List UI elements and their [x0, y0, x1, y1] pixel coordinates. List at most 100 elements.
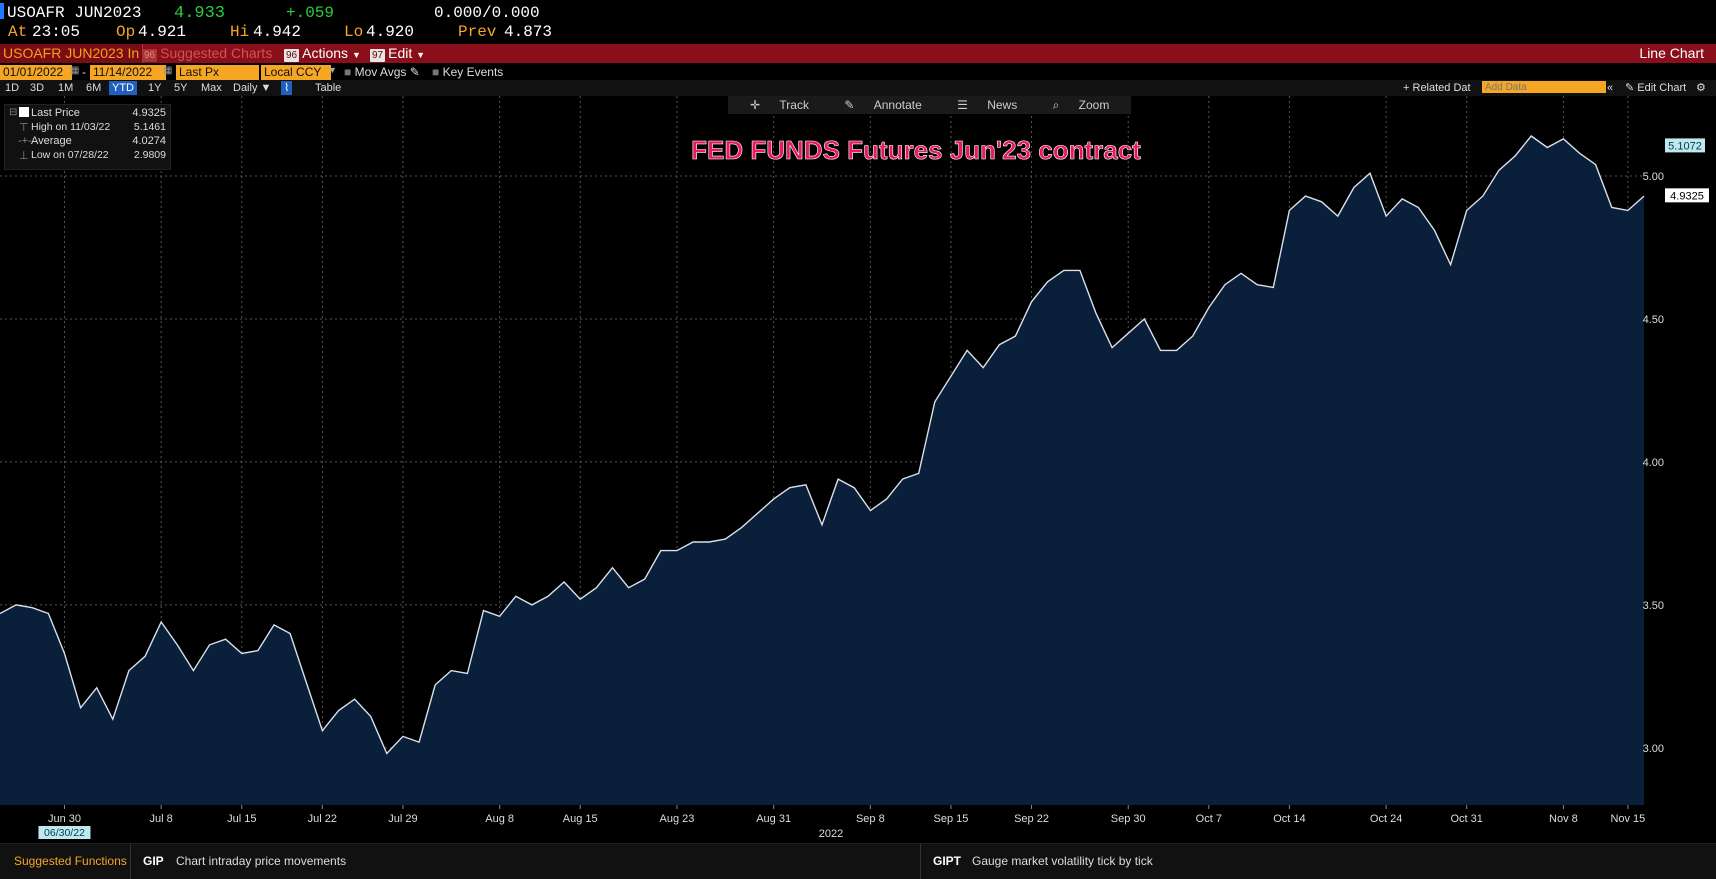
bid-ask: 0.000/0.000 [434, 4, 540, 22]
low-label: Lo [344, 23, 364, 41]
function-gip[interactable]: GIP [143, 854, 164, 868]
chart-legend: ⊟ Last Price 4.9325 ⊤ High on 11/03/22 5… [4, 104, 171, 170]
range-max[interactable]: Max [201, 82, 222, 94]
x-tick-label: Sep 30 [1111, 813, 1146, 825]
pencil-icon: ✎ [1625, 82, 1635, 94]
table-button[interactable]: Table [315, 82, 342, 94]
x-tick-label: Aug 31 [756, 813, 791, 825]
high-marker-icon: ⊤ [19, 122, 29, 134]
chevron-down-icon: ▼ [260, 82, 272, 94]
y-tick-label: 3.50 [1643, 600, 1664, 612]
x-tick-label: Jul 29 [388, 813, 417, 825]
y-tick-label: 4.00 [1643, 457, 1664, 469]
chevron-down-icon[interactable]: ▼ [328, 65, 337, 75]
gear-icon[interactable]: ⚙ [1696, 82, 1706, 94]
checkbox-icon: ■ [344, 65, 352, 79]
price-area [0, 136, 1644, 805]
last-value-tag [1665, 188, 1709, 203]
x-tick-label: Aug 15 [563, 813, 598, 825]
x-tick-label: Oct 31 [1451, 813, 1483, 825]
range-1m[interactable]: 1M [58, 82, 74, 94]
y-tick-label: 5.00 [1643, 171, 1664, 183]
collapse-icon[interactable]: « [1607, 82, 1614, 94]
field-select[interactable]: Last Px [176, 65, 259, 80]
edit-button[interactable]: 97 Edit ▼ [366, 45, 429, 62]
focus-marker [0, 3, 4, 19]
high-value: 5.1461 [133, 121, 166, 133]
pencil-icon: ✎ [409, 65, 420, 79]
news-icon: ☰ [957, 98, 968, 112]
add-data-input[interactable] [1482, 81, 1606, 93]
range-5y[interactable]: 5Y [174, 82, 188, 94]
suggested-charts-button[interactable]: 96 Suggested Charts [138, 45, 276, 62]
low-label: Low on 07/28/22 [31, 149, 109, 161]
chart-controls: 01/01/2022 ▦ - 11/14/2022 ▦ Last Px Loca… [0, 64, 1716, 81]
last-price: 4.933 [174, 4, 226, 23]
calendar-icon[interactable]: ▦ [163, 65, 173, 76]
x-tick-label: Aug 8 [485, 813, 514, 825]
range-6m[interactable]: 6M [86, 82, 102, 94]
y-tick-label: 4.50 [1643, 314, 1664, 326]
related-data-label: Related Dat [1412, 82, 1471, 94]
zoom-button[interactable]: ⌕ Zoom [1045, 98, 1118, 112]
x-tick-label: Jul 8 [150, 813, 173, 825]
edit-chart-label: Edit Chart [1637, 82, 1687, 94]
edit-chart-button[interactable]: ✎ Edit Chart [1622, 81, 1689, 95]
annotate-button[interactable]: ✎ Annotate [836, 98, 929, 112]
low-marker-icon: ⊥ [19, 150, 29, 162]
function-gipt[interactable]: GIPT [933, 854, 962, 868]
prev-value: 4.873 [504, 23, 553, 41]
x-tick-label: Jul 22 [308, 813, 337, 825]
range-1d[interactable]: 1D [5, 82, 20, 94]
crosshair-icon: ✛ [750, 98, 761, 112]
net-change: +.059 [286, 4, 335, 22]
related-data-button[interactable]: + Related Dat [1400, 81, 1474, 95]
at-time: 23:05 [32, 23, 81, 41]
actions-number: 96 [284, 49, 300, 62]
actions-button[interactable]: 96 Actions ▼ [280, 45, 365, 62]
function-gipt-desc[interactable]: Gauge market volatility tick by tick [972, 854, 1153, 868]
currency-select[interactable]: Local CCY [261, 65, 331, 80]
chevron-down-icon: ▼ [416, 50, 426, 60]
key-events-label: Key Events [442, 65, 504, 79]
x-axis: Jun 30 Jul 8 Jul 15 Jul 22 Jul 29 Aug 8 Aug 15… [38, 805, 1645, 840]
last-value-tag-label: 4.9325 [1670, 190, 1704, 202]
track-button[interactable]: ✛ Track [742, 98, 817, 112]
function-gip-desc[interactable]: Chart intraday price movements [176, 854, 347, 868]
annotate-label: Annotate [873, 98, 922, 112]
open-label: Op [116, 23, 136, 41]
collapse-box-icon[interactable]: ⊟ [9, 107, 18, 118]
security-input[interactable]: USOAFR JUN2023 In [0, 44, 144, 63]
calendar-icon[interactable]: ▦ [70, 65, 80, 76]
track-label: Track [779, 98, 809, 112]
range-3d[interactable]: 3D [30, 82, 45, 94]
range-1y[interactable]: 1Y [148, 82, 162, 94]
suggested-charts-number: 96 [142, 49, 158, 62]
high-value-tag [1665, 138, 1705, 153]
x-tick-label: Oct 7 [1196, 813, 1222, 825]
pencil-icon: ✎ [844, 98, 855, 112]
x-tick-label: Jul 15 [227, 813, 256, 825]
low-value: 4.920 [366, 23, 415, 41]
key-events-checkbox[interactable]: ■ Key Events [432, 65, 503, 79]
period-select[interactable]: Daily ▼ [230, 81, 274, 95]
chevron-down-icon: ▼ [351, 50, 361, 60]
y-axis: 3.00 3.50 4.00 4.50 5.00 5.1072 4.9325 [1643, 138, 1709, 755]
average-marker-icon: -+- [18, 135, 32, 147]
menu-bar: USOAFR JUN2023 In 96 Suggested Charts 96 A… [0, 44, 1716, 63]
x-tick-label: Jun 30 [48, 813, 81, 825]
average-label: Average [31, 135, 72, 147]
range-ytd[interactable]: YTD [109, 81, 137, 95]
news-button[interactable]: ☰ News [949, 98, 1025, 112]
high-value: 4.942 [253, 23, 302, 41]
start-date-input[interactable]: 01/01/2022 [0, 65, 72, 80]
mov-avgs-checkbox[interactable]: ■ Mov Avgs ✎ [344, 65, 420, 79]
checkbox-icon: ■ [432, 65, 440, 79]
high-label: High on 11/03/22 [31, 121, 111, 133]
x-tick-label: Oct 24 [1370, 813, 1402, 825]
line-chart-icon[interactable]: ⌇ [281, 81, 293, 95]
end-date-input[interactable]: 11/14/2022 [90, 65, 166, 80]
period-label: Daily [233, 82, 258, 94]
low-value: 2.9809 [133, 149, 166, 161]
